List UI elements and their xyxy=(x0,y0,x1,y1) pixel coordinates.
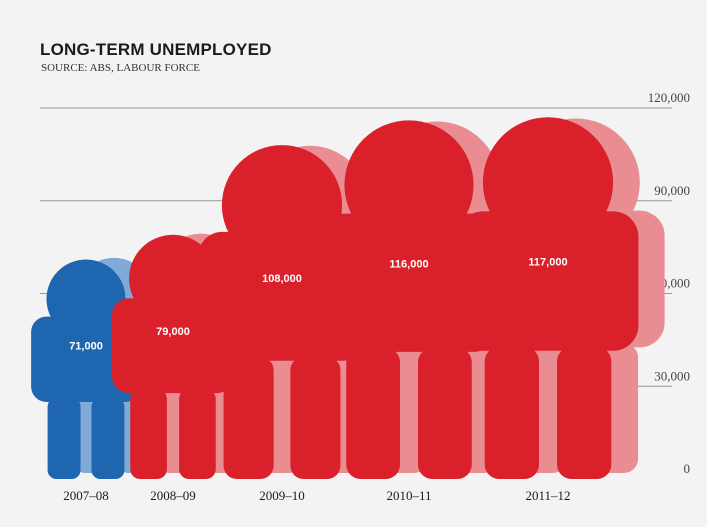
bar-figure: 117,000 xyxy=(457,117,665,479)
x-axis: 2007–08 2008–09 2009–10 2010–11 2011–12 xyxy=(63,488,570,503)
value-label: 79,000 xyxy=(156,326,190,338)
figure-leg-left xyxy=(223,356,274,479)
x-tick-label: 2011–12 xyxy=(525,488,570,503)
figure-leg-right xyxy=(179,389,216,479)
figure-torso xyxy=(319,213,499,352)
y-tick-label: 0 xyxy=(684,461,691,476)
figure-torso xyxy=(457,211,639,351)
value-label: 108,000 xyxy=(262,273,302,285)
figure-leg-right xyxy=(417,347,472,479)
chart-subtitle: SOURCE: ABS, LABOUR FORCE xyxy=(41,62,200,74)
figure-leg-right xyxy=(91,397,125,479)
value-label: 117,000 xyxy=(528,257,567,269)
y-tick-label: 120,000 xyxy=(648,90,690,105)
y-tick-label: 90,000 xyxy=(654,183,690,198)
figure-leg-right xyxy=(290,356,341,479)
x-tick-label: 2009–10 xyxy=(259,488,305,503)
value-label: 116,000 xyxy=(389,258,428,270)
figure xyxy=(319,120,499,479)
chart-title: LONG-TERM UNEMPLOYED xyxy=(40,40,272,59)
x-tick-label: 2010–11 xyxy=(386,488,431,503)
figures: 71,000 79,000 108,000 116,000 117,000 xyxy=(31,117,665,479)
value-label: 71,000 xyxy=(69,340,103,352)
x-tick-label: 2007–08 xyxy=(63,488,109,503)
figure-leg-left xyxy=(130,389,167,479)
figure xyxy=(457,117,639,479)
figure-leg-left xyxy=(47,397,81,479)
figure-leg-left xyxy=(346,347,401,479)
figure xyxy=(111,234,235,479)
y-tick-label: 30,000 xyxy=(654,368,690,383)
figure-leg-left xyxy=(484,346,539,479)
figure-leg-right xyxy=(557,346,612,479)
x-tick-label: 2008–09 xyxy=(150,488,196,503)
